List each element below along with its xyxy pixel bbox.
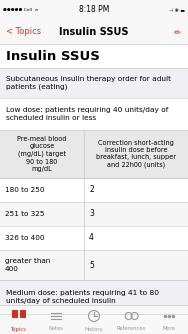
Bar [0,130,188,178]
Bar [0,226,188,250]
Bar [20,310,26,318]
Text: Subcutaneous insulin therapy order for adult
patients (eating): Subcutaneous insulin therapy order for a… [6,76,171,90]
Bar [0,305,188,314]
Text: greater than
400: greater than 400 [5,258,50,272]
Text: More: More [163,327,176,332]
Bar [0,130,188,280]
Bar [0,250,188,280]
Text: Correction short-acting
insulin dose before
breakfast, lunch, supper
and 22h00 (: Correction short-acting insulin dose bef… [96,140,176,168]
Text: < Topics: < Topics [6,27,41,36]
Text: References: References [117,327,146,332]
Text: Notes: Notes [49,327,64,332]
Text: 8:18 PM: 8:18 PM [79,5,109,14]
Text: 2: 2 [89,185,94,194]
Text: Low dose: patients requiring 40 units/day of
scheduled insulin or less: Low dose: patients requiring 40 units/da… [6,107,168,121]
Bar [0,20,188,44]
Bar [0,202,188,226]
Bar [0,305,188,334]
Bar [0,44,188,68]
Text: History: History [85,327,103,332]
Text: 5: 5 [89,261,94,270]
Text: 326 to 400: 326 to 400 [5,235,45,241]
Text: 3: 3 [89,209,94,218]
Text: Insulin SSUS: Insulin SSUS [59,27,129,37]
Bar [0,98,188,130]
Text: 180 to 250: 180 to 250 [5,187,45,193]
Text: Topics: Topics [11,327,27,332]
Bar [0,68,188,98]
Text: Insulin SSUS: Insulin SSUS [6,49,100,62]
Text: ⊣ ❋ ▬: ⊣ ❋ ▬ [169,7,185,12]
Text: Medium dose: patients requiring 41 to 80
units/day of scheduled insulin: Medium dose: patients requiring 41 to 80… [6,290,159,304]
Text: 251 to 325: 251 to 325 [5,211,45,217]
Bar [0,178,188,202]
Bar [12,310,18,318]
Text: ●●●●● Cell  ≈: ●●●●● Cell ≈ [3,8,38,12]
Text: 4: 4 [89,233,94,242]
Bar [0,280,188,314]
Bar [0,0,188,20]
Text: ✏: ✏ [174,27,181,36]
Text: Pre-meal blood
glucose
(mg/dL) target
90 to 180
mg/dL: Pre-meal blood glucose (mg/dL) target 90… [17,136,67,172]
